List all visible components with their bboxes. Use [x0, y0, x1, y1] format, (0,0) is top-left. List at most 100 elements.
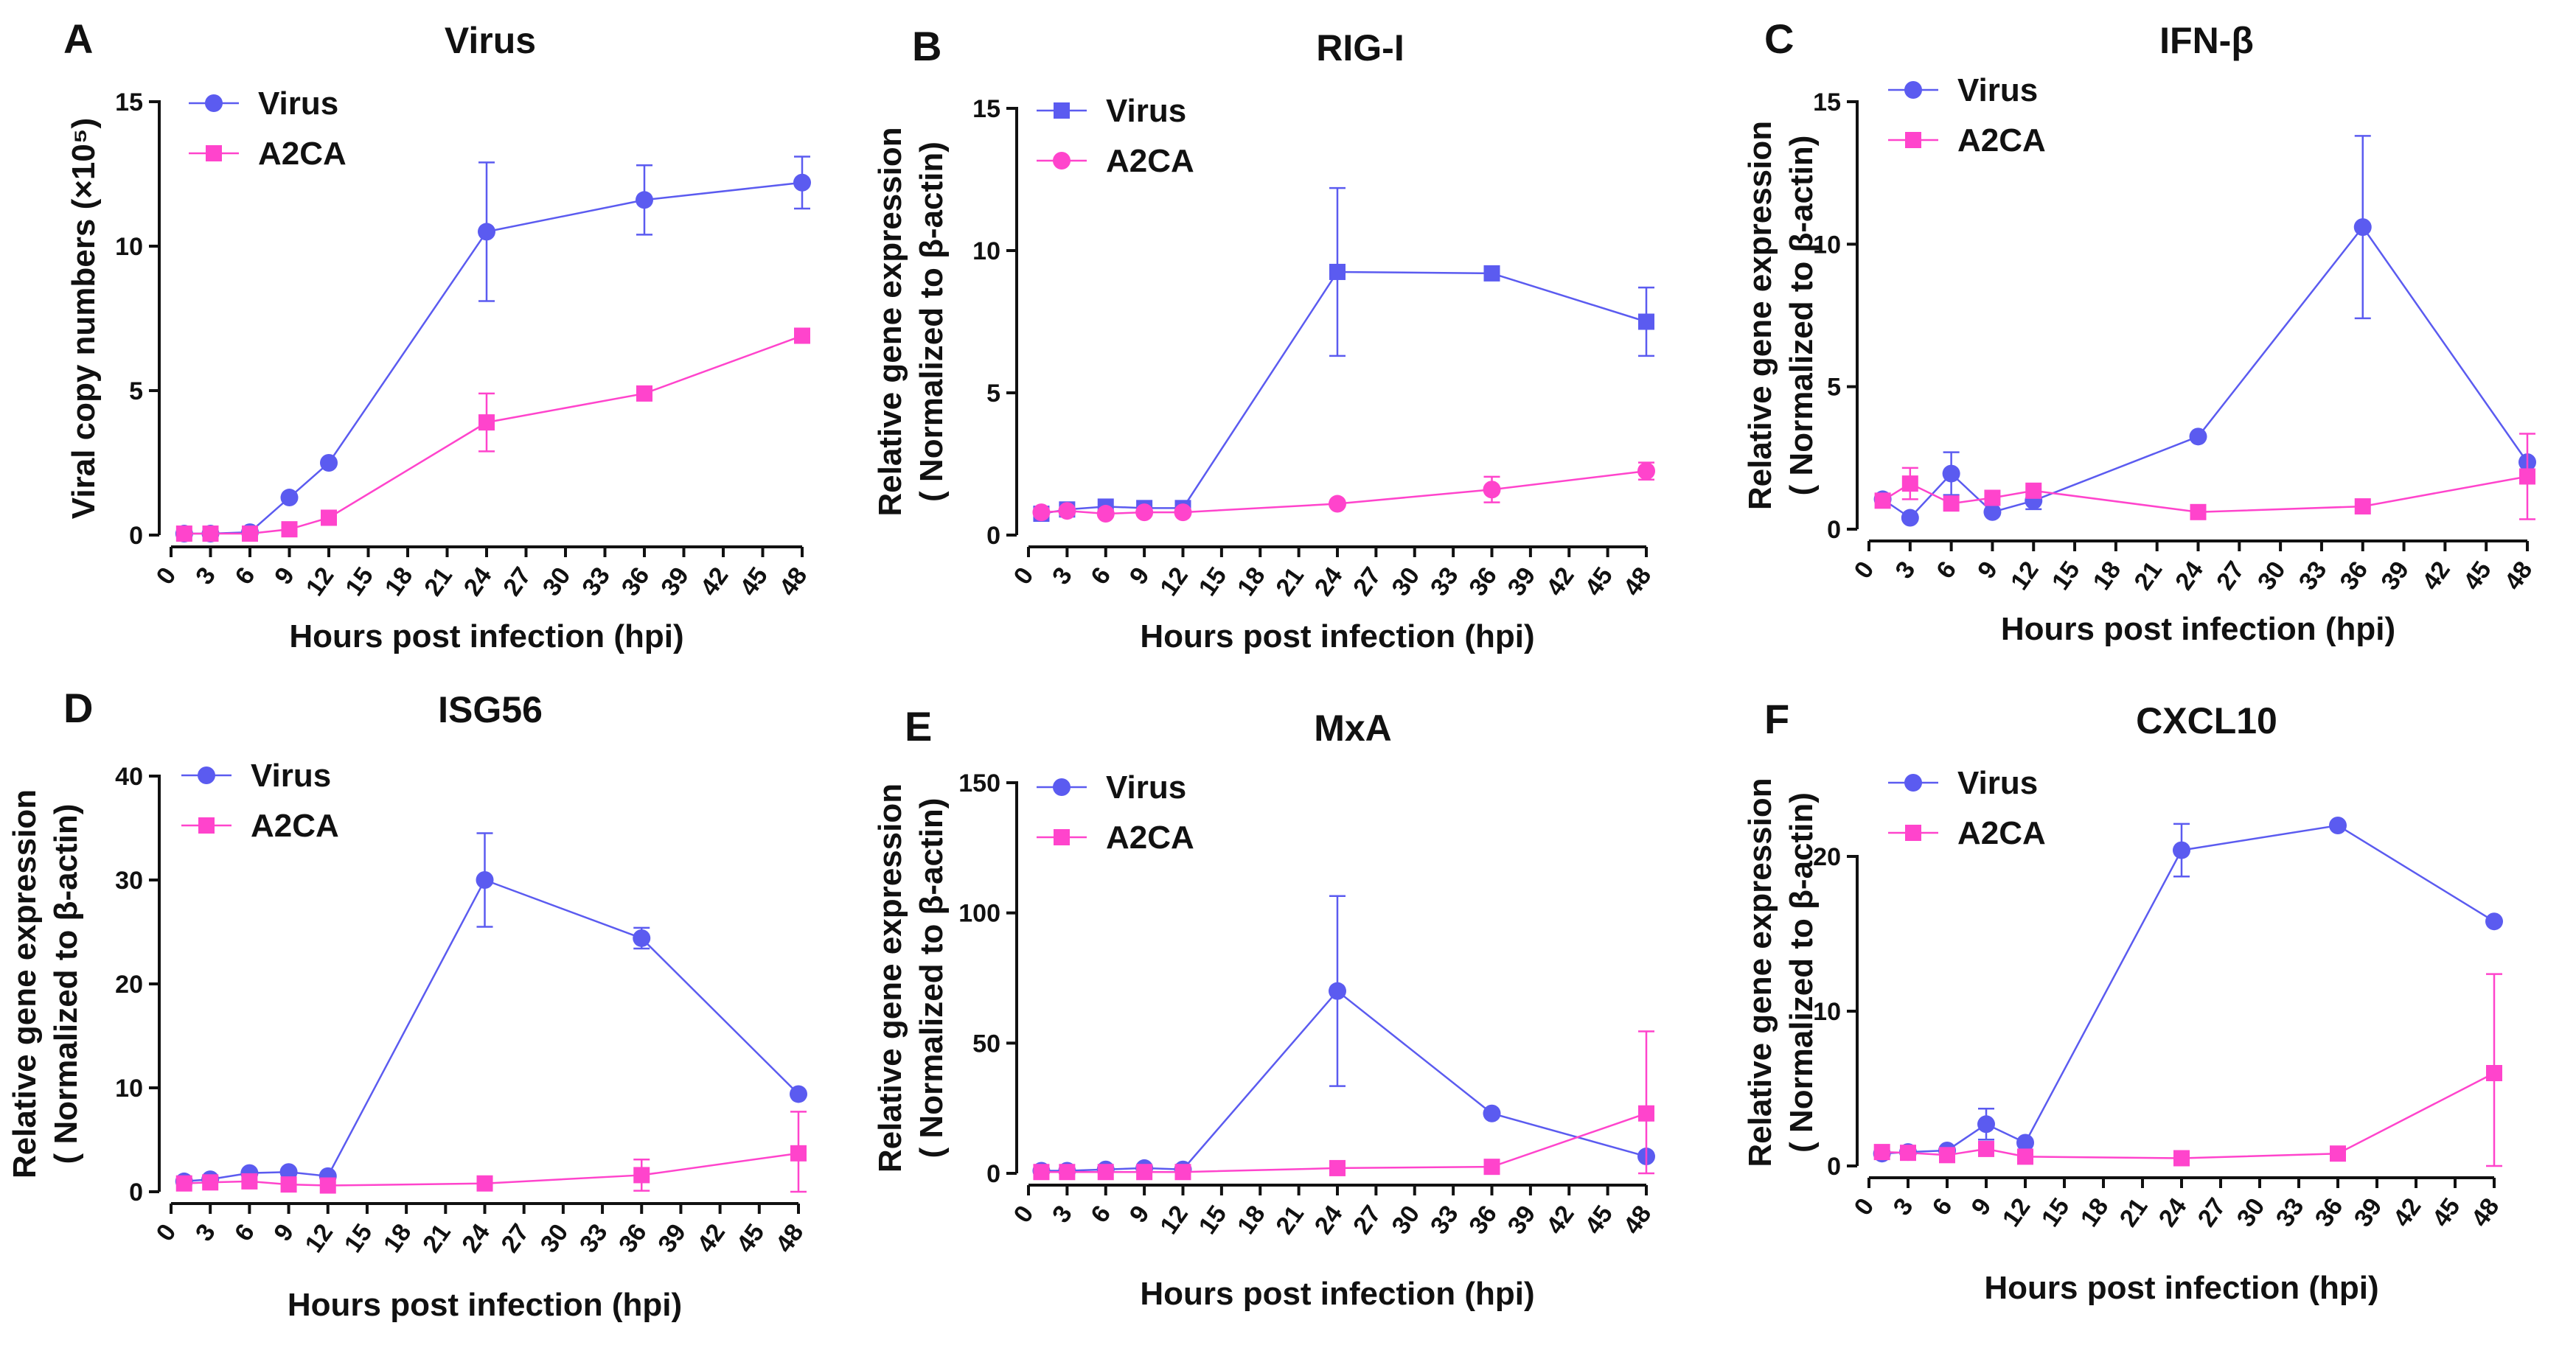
x-tick-label: 30 — [2252, 556, 2291, 596]
legend-label: Virus — [1957, 765, 2038, 801]
x-tick-label: 30 — [2232, 1193, 2271, 1232]
x-tick-label: 36 — [616, 562, 655, 601]
x-tick-label: 0 — [1009, 1201, 1040, 1228]
x-tick-label: 33 — [2294, 556, 2333, 596]
legend-label: A2CA — [258, 136, 347, 172]
x-tick-label: 21 — [1270, 562, 1309, 601]
chart-title: Virus — [445, 20, 536, 61]
x-tick-label: 36 — [2334, 556, 2373, 596]
x-tick-label: 48 — [770, 1219, 810, 1258]
data-point-virus — [476, 871, 494, 889]
x-tick-label: 6 — [229, 1219, 260, 1246]
x-tick-label: 27 — [1348, 562, 1387, 601]
x-tick-label: 3 — [1890, 556, 1921, 584]
panel-letter: C — [1764, 15, 1794, 62]
data-point-a2ca — [1900, 1145, 1916, 1162]
data-point-a2ca — [1329, 1159, 1346, 1176]
x-tick-label: 0 — [1009, 562, 1040, 590]
y-tick-label: 30 — [115, 867, 143, 895]
y-tick-label: 40 — [115, 763, 143, 791]
legend-marker — [1905, 132, 1921, 148]
x-tick-label: 42 — [1541, 1201, 1580, 1240]
x-tick-label: 0 — [1849, 1193, 1880, 1220]
data-point-a2ca — [242, 525, 258, 542]
data-point-a2ca — [478, 414, 495, 431]
x-tick-label: 42 — [2388, 1193, 2427, 1232]
data-point-a2ca — [1058, 502, 1076, 520]
x-tick-label: 42 — [695, 562, 734, 601]
data-point-a2ca — [319, 1177, 336, 1194]
legend-label: A2CA — [1957, 815, 2046, 851]
data-point-a2ca — [1136, 1164, 1153, 1181]
data-point-a2ca — [2354, 498, 2371, 515]
y-tick-label: 0 — [986, 522, 1000, 550]
x-tick-label: 3 — [1047, 1201, 1078, 1228]
x-tick-label: 45 — [1579, 562, 1618, 601]
x-tick-label: 3 — [1888, 1193, 1919, 1220]
data-point-a2ca — [1638, 1105, 1654, 1122]
x-tick-label: 24 — [1309, 562, 1348, 601]
x-tick-label: 12 — [1155, 1201, 1194, 1240]
x-axis-label: Hours post infection (hpi) — [1140, 618, 1534, 654]
legend-marker — [198, 766, 215, 784]
x-tick-label: 33 — [2271, 1193, 2310, 1232]
x-tick-label: 30 — [537, 562, 577, 601]
chart-title: RIG-I — [1316, 27, 1404, 69]
data-point-a2ca — [175, 1175, 192, 1192]
y-axis-label: Relative gene expression — [1742, 778, 1778, 1167]
x-tick-label: 9 — [1972, 556, 2003, 584]
chart-title: MxA — [1314, 708, 1392, 749]
x-tick-label: 21 — [417, 1219, 456, 1258]
y-tick-label: 10 — [1813, 231, 1841, 259]
x-tick-label: 27 — [2193, 1193, 2232, 1232]
y-axis-label: Relative gene expression — [7, 789, 43, 1178]
legend-marker — [205, 94, 223, 112]
data-point-a2ca — [281, 521, 298, 538]
legend-marker — [198, 817, 215, 834]
data-point-virus — [2353, 218, 2372, 237]
y-axis-label: Viral copy numbers (×10⁵) — [66, 118, 102, 519]
legend-label: Virus — [1106, 769, 1186, 806]
panel-letter: B — [912, 23, 941, 69]
y-axis-label: Relative gene expression — [872, 783, 908, 1173]
x-tick-label: 6 — [1927, 1193, 1958, 1220]
x-tick-label: 45 — [2458, 556, 2497, 596]
data-point-a2ca — [794, 327, 810, 344]
data-point-virus — [633, 929, 651, 947]
x-tick-label: 21 — [2114, 1193, 2154, 1232]
data-point-a2ca — [1984, 489, 2001, 506]
y-tick-label: 0 — [986, 1160, 1000, 1188]
legend-marker — [1904, 81, 1922, 99]
x-tick-label: 48 — [1618, 562, 1657, 601]
x-tick-label: 15 — [2036, 1193, 2075, 1232]
y-tick-label: 0 — [129, 1178, 143, 1206]
x-tick-label: 18 — [1232, 562, 1271, 601]
data-point-a2ca — [1174, 503, 1192, 522]
x-tick-label: 39 — [1503, 562, 1542, 601]
panel-letter: E — [905, 703, 932, 750]
x-tick-label: 33 — [577, 562, 616, 601]
x-tick-label: 9 — [269, 562, 300, 590]
y-tick-label: 15 — [972, 95, 1000, 123]
y-tick-label: 20 — [1813, 843, 1841, 871]
data-point-virus — [1977, 1115, 1995, 1134]
chart-title: ISG56 — [438, 689, 543, 730]
legend-label: Virus — [258, 85, 338, 122]
y-axis-label: ( Normalized to β-actin) — [913, 798, 950, 1159]
x-tick-label: 0 — [1849, 556, 1880, 584]
x-tick-label: 36 — [1463, 1201, 1503, 1240]
x-tick-label: 6 — [1085, 1201, 1116, 1228]
x-tick-label: 24 — [2154, 1193, 2193, 1232]
data-point-a2ca — [1873, 1144, 1890, 1161]
data-point-a2ca — [476, 1175, 493, 1192]
data-point-a2ca — [280, 1176, 297, 1193]
x-tick-label: 33 — [1425, 562, 1464, 601]
y-axis-label: Relative gene expression — [872, 127, 908, 516]
data-point-virus — [636, 191, 653, 209]
x-tick-label: 12 — [299, 1219, 338, 1258]
data-point-virus — [790, 1085, 807, 1103]
x-tick-label: 42 — [2417, 556, 2456, 596]
x-tick-label: 18 — [2075, 1193, 2114, 1232]
